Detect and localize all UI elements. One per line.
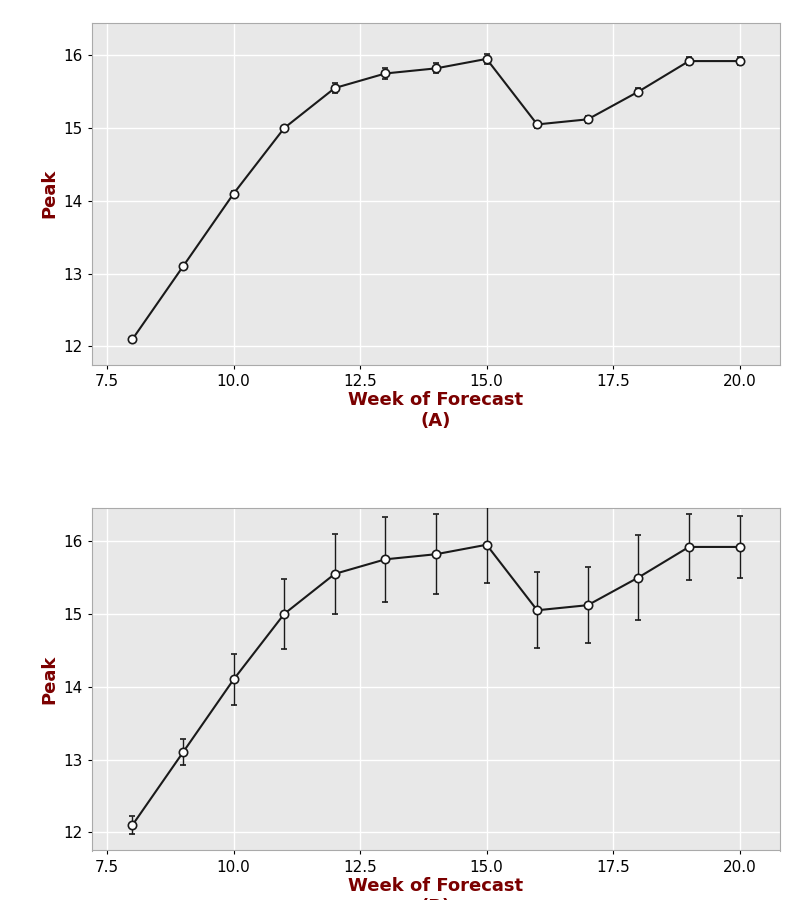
Y-axis label: Peak: Peak [40, 654, 58, 704]
X-axis label: Week of Forecast
(B): Week of Forecast (B) [349, 878, 523, 900]
X-axis label: Week of Forecast
(A): Week of Forecast (A) [349, 392, 523, 430]
Y-axis label: Peak: Peak [40, 169, 58, 219]
